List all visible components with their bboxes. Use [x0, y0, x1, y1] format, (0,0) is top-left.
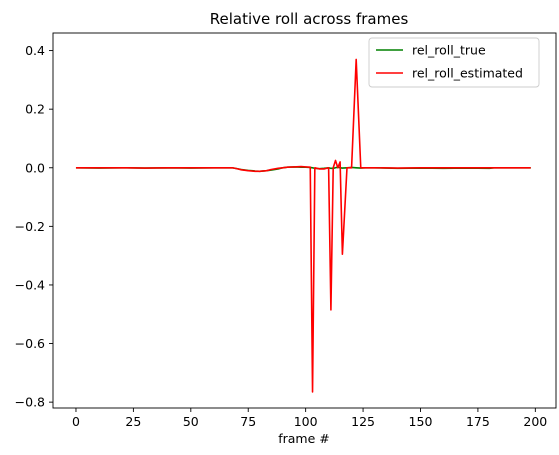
y-tick-label: 0.4: [25, 43, 45, 58]
x-tick-label: 125: [351, 414, 375, 429]
x-tick-label: 25: [125, 414, 141, 429]
x-axis-label: frame #: [278, 431, 330, 446]
legend-label-rel-roll-true: rel_roll_true: [412, 43, 486, 58]
x-tick-label: 75: [240, 414, 256, 429]
x-tick-label: 200: [523, 414, 547, 429]
y-tick-label: −0.2: [15, 219, 45, 234]
chart-title: Relative roll across frames: [210, 10, 409, 28]
x-tick-label: 175: [466, 414, 490, 429]
legend: rel_roll_true rel_roll_estimated: [369, 38, 539, 87]
x-tick-label: 50: [183, 414, 199, 429]
x-tick-label: 150: [409, 414, 433, 429]
y-tick-label: −0.6: [15, 336, 45, 351]
y-tick-label: −0.4: [15, 277, 45, 292]
y-tick-label: 0.2: [25, 102, 45, 117]
y-tick-label: 0.0: [25, 160, 45, 175]
legend-label-rel-roll-estimated: rel_roll_estimated: [412, 66, 523, 81]
x-tick-label: 0: [72, 414, 80, 429]
x-tick-label: 100: [294, 414, 318, 429]
y-tick-label: −0.8: [15, 395, 45, 410]
